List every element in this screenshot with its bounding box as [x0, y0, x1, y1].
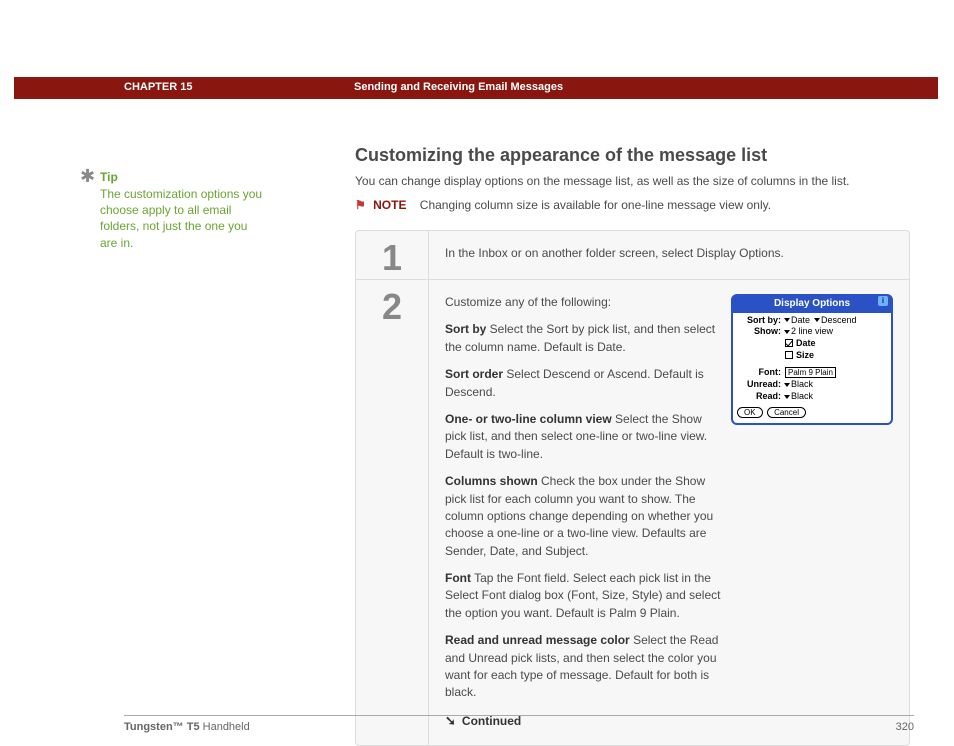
ok-button[interactable]: OK: [737, 407, 763, 419]
font-label: Font:: [737, 367, 781, 378]
footer-product-bold: Tungsten™ T5: [124, 721, 200, 733]
show-picker[interactable]: 2 line view: [785, 326, 833, 337]
step-2-number: 2: [356, 280, 428, 745]
sortdir-picker[interactable]: Descend: [815, 315, 857, 326]
tip-body: The customization options you choose app…: [100, 186, 265, 251]
para-sortorder: Sort order Select Descend or Ascend. Def…: [445, 366, 721, 401]
main-content: Customizing the appearance of the messag…: [355, 145, 910, 746]
opt-size: Size: [796, 350, 814, 360]
page-number: 320: [896, 721, 914, 733]
dropdown-icon: [784, 318, 790, 322]
opt-date: Date: [796, 338, 816, 348]
tip-asterisk-icon: ✱: [80, 166, 95, 187]
para-view: One- or two-line column view Select the …: [445, 411, 721, 463]
footer-product-rest: Handheld: [200, 721, 250, 733]
tip-sidebar: ✱ Tip The customization options you choo…: [100, 170, 265, 251]
sortby-label: Sort by:: [737, 315, 781, 326]
step-2-body: Display Options i Sort by: Date Descend …: [428, 280, 909, 745]
para-color: Read and unread message color Select the…: [445, 632, 721, 702]
tip-label: Tip: [100, 170, 265, 184]
chapter-label: CHAPTER 15: [124, 81, 192, 93]
para-columns: Columns shown Check the box under the Sh…: [445, 473, 721, 560]
sortby-picker[interactable]: Date: [785, 315, 810, 326]
info-icon[interactable]: i: [878, 296, 888, 306]
dropdown-icon: [784, 383, 790, 387]
font-field[interactable]: Palm 9 Plain: [785, 367, 836, 379]
dialog-body: Sort by: Date Descend Show: 2 line view: [733, 313, 891, 423]
checkbox-size[interactable]: [785, 351, 793, 359]
dropdown-icon: [784, 330, 790, 334]
step-2-intro: Customize any of the following:: [445, 294, 721, 311]
header-bar: CHAPTER 15 Sending and Receiving Email M…: [14, 77, 938, 99]
dropdown-icon: [814, 318, 820, 322]
step-1-text: In the Inbox or on another folder screen…: [445, 246, 784, 260]
display-options-dialog: Display Options i Sort by: Date Descend …: [731, 294, 893, 425]
dialog-title-text: Display Options: [774, 298, 850, 309]
note-icon: ⚑: [355, 198, 366, 212]
cancel-button[interactable]: Cancel: [767, 407, 806, 419]
step-1-number: 1: [356, 231, 428, 279]
step-1-body: In the Inbox or on another folder screen…: [428, 231, 909, 279]
footer: Tungsten™ T5 Handheld 320: [124, 715, 914, 733]
step-1: 1 In the Inbox or on another folder scre…: [356, 231, 909, 279]
checkbox-date[interactable]: [785, 339, 793, 347]
unread-picker[interactable]: Black: [785, 379, 813, 390]
show-label: Show:: [737, 326, 781, 337]
step-2: 2 Display Options i Sort by: Date Descen…: [356, 279, 909, 745]
note-label: NOTE: [373, 198, 406, 212]
para-font: Font Tap the Font field. Select each pic…: [445, 570, 721, 622]
page-title: Customizing the appearance of the messag…: [355, 145, 910, 166]
dropdown-icon: [784, 395, 790, 399]
para-sortby: Sort by Select the Sort by pick list, an…: [445, 321, 721, 356]
dialog-title: Display Options i: [733, 296, 891, 313]
note-text: Changing column size is available for on…: [420, 198, 771, 212]
read-label: Read:: [737, 391, 781, 402]
steps-box: 1 In the Inbox or on another folder scre…: [355, 230, 910, 746]
section-label: Sending and Receiving Email Messages: [354, 81, 563, 93]
note-row: ⚑ NOTE Changing column size is available…: [355, 198, 910, 212]
read-picker[interactable]: Black: [785, 391, 813, 402]
intro-text: You can change display options on the me…: [355, 174, 910, 188]
unread-label: Unread:: [737, 379, 781, 390]
